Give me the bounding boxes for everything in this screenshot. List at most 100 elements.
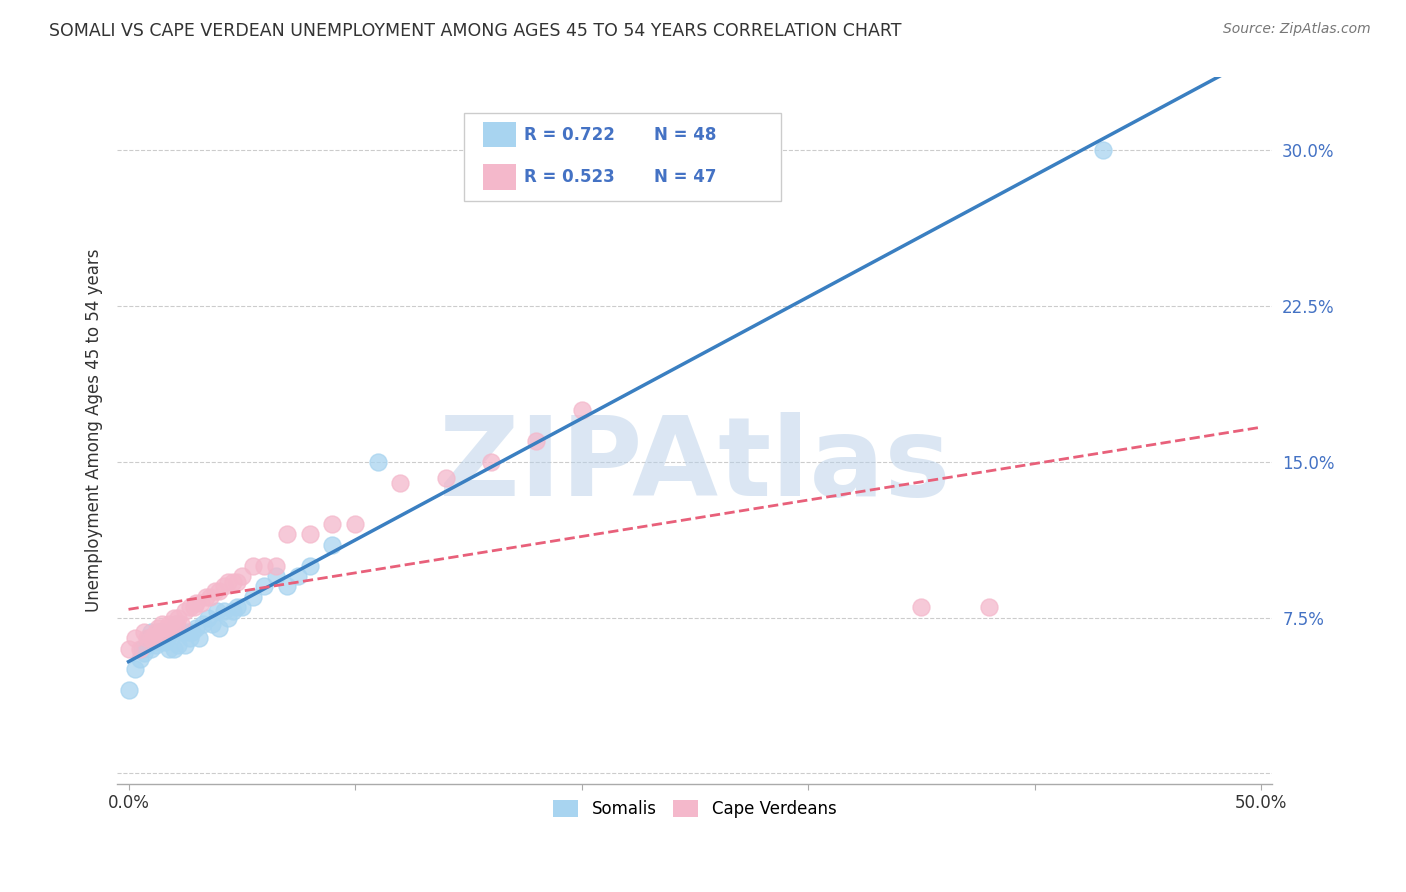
Point (242, 558, 264, 573)
Point (149, 635, 172, 649)
Point (217, 610, 239, 624)
Point (152, 632, 174, 646)
Text: SOMALI VS CAPE VERDEAN UNEMPLOYMENT AMONG AGES 45 TO 54 YEARS CORRELATION CHART: SOMALI VS CAPE VERDEAN UNEMPLOYMENT AMON… (49, 22, 901, 40)
Point (179, 600, 201, 615)
Point (198, 590, 221, 604)
Text: N = 48: N = 48 (654, 126, 717, 144)
FancyBboxPatch shape (484, 164, 516, 190)
Point (187, 632, 209, 646)
Point (124, 663, 146, 677)
Point (145, 625, 167, 640)
Point (160, 621, 183, 635)
Point (128, 641, 150, 656)
Point (160, 625, 183, 640)
Point (167, 638, 190, 652)
Point (174, 638, 197, 652)
Point (157, 641, 180, 656)
Point (212, 604, 235, 618)
Point (141, 625, 163, 640)
Point (179, 632, 201, 646)
Point (276, 527, 298, 541)
Point (197, 610, 219, 624)
Point (367, 455, 389, 469)
Text: Source: ZipAtlas.com: Source: ZipAtlas.com (1223, 22, 1371, 37)
Point (149, 625, 172, 640)
Point (208, 583, 231, 598)
Point (434, 471, 457, 485)
Point (134, 625, 156, 640)
Point (264, 569, 287, 583)
Point (156, 621, 179, 635)
FancyBboxPatch shape (484, 122, 516, 147)
Point (152, 616, 174, 631)
Point (141, 641, 163, 656)
Point (389, 475, 412, 490)
Point (205, 604, 228, 618)
Point (287, 569, 309, 583)
Point (222, 604, 245, 618)
Point (169, 616, 191, 631)
Point (141, 632, 163, 646)
Point (174, 604, 197, 618)
Point (298, 527, 321, 541)
Point (571, 402, 593, 417)
Point (167, 610, 190, 624)
Point (217, 575, 239, 590)
Point (979, 600, 1001, 615)
Point (201, 616, 224, 631)
Point (165, 616, 187, 631)
Point (204, 583, 226, 598)
Point (163, 641, 186, 656)
Point (128, 652, 150, 666)
Point (193, 616, 215, 631)
Point (124, 632, 146, 646)
Point (169, 625, 191, 640)
Point (321, 538, 343, 552)
Point (242, 590, 264, 604)
Point (910, 600, 932, 615)
Point (142, 632, 165, 646)
Point (152, 625, 174, 640)
Point (138, 632, 160, 646)
Point (117, 641, 139, 656)
Point (226, 600, 249, 615)
Text: R = 0.523: R = 0.523 (524, 169, 614, 186)
Point (226, 575, 249, 590)
Point (264, 558, 287, 573)
Point (344, 517, 367, 532)
Legend: Somalis, Cape Verdeans: Somalis, Cape Verdeans (547, 793, 844, 825)
Point (1091, 143, 1114, 157)
Point (321, 517, 343, 532)
Point (524, 434, 547, 448)
Point (134, 646, 156, 660)
Point (153, 625, 176, 640)
Point (208, 621, 231, 635)
Point (165, 616, 187, 631)
Point (146, 621, 169, 635)
Point (186, 621, 208, 635)
Point (186, 596, 208, 610)
Point (157, 616, 180, 631)
Point (231, 600, 253, 615)
Point (146, 625, 169, 640)
Point (231, 569, 253, 583)
Point (194, 590, 217, 604)
Point (163, 610, 186, 624)
Text: R = 0.722: R = 0.722 (524, 126, 614, 144)
Point (135, 638, 157, 652)
Point (142, 632, 165, 646)
Point (181, 625, 204, 640)
Point (479, 455, 502, 469)
Point (253, 558, 276, 573)
Point (135, 632, 157, 646)
Point (131, 641, 153, 656)
Text: N = 47: N = 47 (654, 169, 717, 186)
Point (222, 575, 245, 590)
Point (145, 638, 167, 652)
Point (153, 635, 176, 649)
Point (298, 558, 321, 573)
Y-axis label: Unemployment Among Ages 45 to 54 years: Unemployment Among Ages 45 to 54 years (86, 249, 103, 612)
Point (183, 600, 205, 615)
Text: ZIPAtlas: ZIPAtlas (439, 412, 950, 519)
Point (253, 579, 276, 593)
